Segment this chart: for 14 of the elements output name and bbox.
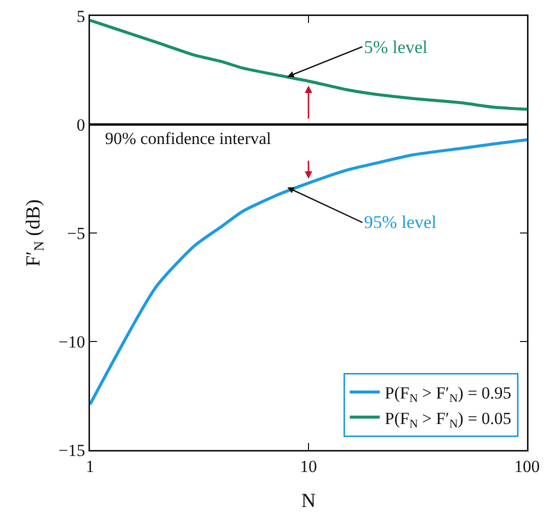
- legend-label: P(F$_{N}$ > F′$_{N}$) = 0.05: [384, 408, 512, 430]
- annotation: 95% level: [364, 212, 436, 232]
- x-tick-label: 1: [86, 456, 94, 476]
- x-tick-label: 100: [514, 456, 540, 476]
- legend-label: P(F$_{N}$ > F′$_{N}$) = 0.95: [384, 384, 512, 406]
- y-tick-label: 0: [76, 115, 86, 134]
- x-axis-title: N: [301, 490, 316, 512]
- y-tick-label: 5: [76, 6, 86, 26]
- annotation: 90% confidence interval: [105, 129, 272, 148]
- annotation: 5% level: [364, 37, 428, 57]
- y-tick-label: −5: [67, 224, 86, 243]
- y-tick-label: −10: [58, 332, 86, 352]
- y-tick-label: −15: [58, 440, 86, 460]
- x-tick-label: 10: [300, 456, 317, 476]
